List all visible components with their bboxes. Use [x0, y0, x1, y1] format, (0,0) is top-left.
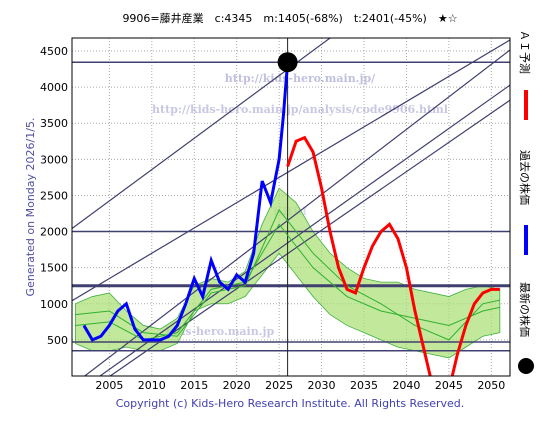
watermark: http://kids-hero.main.jp/: [225, 72, 376, 85]
x-tick-label: 2035: [350, 379, 378, 392]
x-tick-label: 2045: [435, 379, 463, 392]
watermark: http://kids-hero.main.jp/analysis/code99…: [152, 103, 448, 116]
y-tick-label: 3000: [40, 153, 68, 166]
x-tick-label: 2005: [95, 379, 123, 392]
trend-line: [72, 39, 510, 302]
trend-line: [99, 84, 510, 376]
y-tick-label: 500: [47, 334, 68, 347]
latest-point: [277, 52, 298, 73]
x-tick-label: 2040: [392, 379, 420, 392]
plot-frame: [71, 37, 511, 377]
legend-label: 最新の株価: [518, 282, 532, 337]
chart-title: 9906=藤井産業 c:4345 m:1405(-68%) t:2401(-45…: [122, 11, 457, 25]
plot-area: http://kids-hero.main.jp/http://kids-her…: [72, 38, 510, 376]
legend-label: 過去の株価: [518, 150, 532, 205]
trend-line: [109, 99, 510, 376]
y-tick-label: 3500: [40, 117, 68, 130]
series-line: [286, 135, 500, 376]
y-tick-label: 4500: [40, 45, 68, 58]
x-tick-label: 2050: [477, 379, 505, 392]
legend-label: ＡＩ予測: [518, 30, 532, 74]
x-tick-label: 2010: [138, 379, 166, 392]
x-tick-label: 2015: [180, 379, 208, 392]
band-line: [75, 208, 500, 341]
y-label: Generated on Monday 2026/1/5.: [24, 118, 37, 297]
x-tick-label: 2025: [265, 379, 293, 392]
x-tick-label: 2020: [223, 379, 251, 392]
footer: Copyright (c) Kids-Hero Research Institu…: [116, 397, 465, 410]
series-line: [82, 62, 290, 342]
y-tick-label: 2500: [40, 189, 68, 202]
y-tick-label: 1500: [40, 262, 68, 275]
y-tick-label: 2000: [40, 226, 68, 239]
legend-swatch: [518, 358, 534, 374]
x-tick-label: 2030: [308, 379, 336, 392]
y-tick-label: 1000: [40, 298, 68, 311]
y-tick-label: 4000: [40, 81, 68, 94]
trend-line: [84, 49, 510, 376]
watermark: kids-hero.main.jp: [166, 325, 275, 338]
